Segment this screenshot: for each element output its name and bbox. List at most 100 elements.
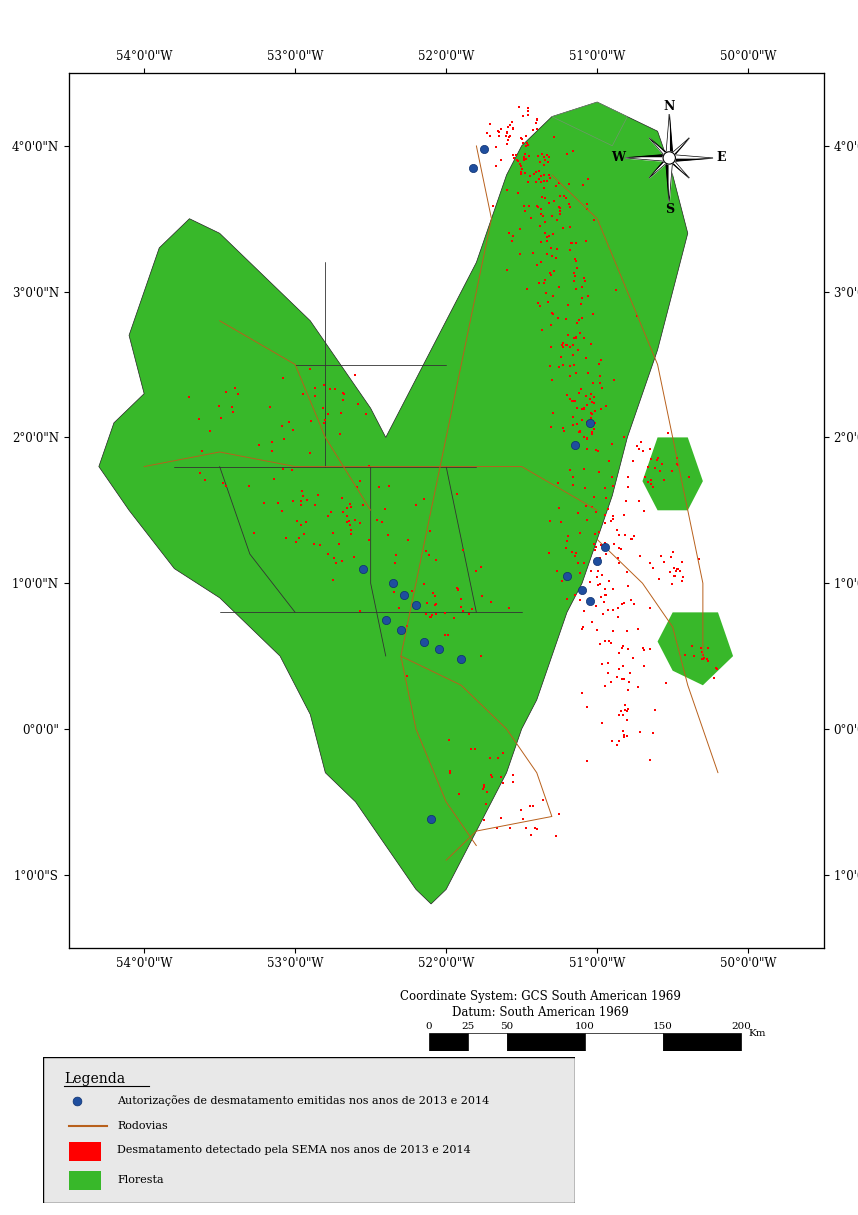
Point bbox=[600, 586, 613, 605]
Point bbox=[544, 238, 558, 258]
Point bbox=[576, 617, 589, 637]
Point bbox=[523, 165, 537, 185]
Point bbox=[556, 355, 570, 374]
Point bbox=[593, 366, 607, 385]
Point bbox=[584, 561, 598, 581]
Point bbox=[595, 399, 608, 418]
Point bbox=[500, 123, 514, 142]
Point bbox=[353, 601, 367, 621]
Point bbox=[674, 553, 688, 572]
Point bbox=[263, 397, 277, 417]
Point bbox=[344, 524, 358, 543]
Point bbox=[265, 433, 279, 452]
Point bbox=[666, 462, 680, 481]
Point bbox=[535, 321, 549, 340]
Point bbox=[568, 435, 582, 454]
Point bbox=[499, 126, 513, 146]
Point bbox=[456, 541, 470, 560]
Point bbox=[580, 429, 594, 448]
Point bbox=[606, 468, 619, 487]
Point bbox=[553, 277, 566, 296]
Point bbox=[212, 396, 226, 416]
Bar bbox=[507, 1033, 585, 1051]
Point bbox=[515, 129, 529, 148]
Point bbox=[613, 538, 626, 558]
Point bbox=[550, 210, 564, 230]
Point bbox=[569, 546, 583, 565]
Point bbox=[710, 660, 723, 679]
Point bbox=[546, 304, 559, 323]
Point bbox=[529, 255, 543, 275]
Point bbox=[512, 97, 526, 117]
Point bbox=[561, 526, 575, 546]
Point bbox=[619, 701, 633, 720]
Point bbox=[573, 524, 587, 543]
Point bbox=[665, 575, 679, 594]
Point bbox=[595, 654, 608, 673]
Point bbox=[626, 648, 640, 667]
Point bbox=[343, 515, 357, 535]
Point bbox=[506, 119, 520, 139]
Point bbox=[598, 578, 612, 598]
Point bbox=[538, 213, 552, 232]
Point bbox=[599, 396, 613, 416]
Point bbox=[467, 158, 480, 177]
Point bbox=[294, 496, 308, 515]
Point bbox=[570, 363, 583, 383]
Point bbox=[583, 572, 597, 592]
Point bbox=[524, 209, 538, 228]
Point bbox=[506, 773, 520, 792]
Point bbox=[644, 639, 657, 659]
Point bbox=[455, 649, 468, 668]
Point bbox=[451, 580, 465, 599]
Point bbox=[578, 479, 592, 498]
Point bbox=[182, 388, 196, 407]
Point bbox=[580, 697, 594, 717]
Point bbox=[620, 711, 634, 730]
Point bbox=[601, 652, 614, 672]
Point bbox=[564, 241, 577, 260]
Point bbox=[529, 111, 543, 130]
Point bbox=[464, 739, 478, 758]
Point bbox=[450, 578, 463, 598]
Point bbox=[585, 392, 599, 412]
Point bbox=[400, 666, 414, 685]
Polygon shape bbox=[99, 102, 688, 904]
Point bbox=[564, 198, 577, 217]
Point bbox=[519, 136, 533, 156]
Point bbox=[247, 522, 261, 542]
Point bbox=[532, 273, 546, 293]
Point bbox=[569, 328, 583, 347]
Point bbox=[489, 156, 503, 175]
Point bbox=[614, 701, 628, 720]
Point bbox=[324, 502, 338, 521]
Point bbox=[581, 169, 595, 188]
Point bbox=[622, 672, 636, 691]
Polygon shape bbox=[625, 158, 669, 162]
Point bbox=[676, 567, 690, 587]
Point bbox=[313, 535, 327, 554]
Point bbox=[429, 550, 443, 570]
Point bbox=[497, 742, 511, 762]
Point bbox=[484, 126, 498, 146]
Point bbox=[617, 505, 631, 525]
Point bbox=[637, 501, 650, 520]
Point bbox=[342, 510, 356, 530]
Point bbox=[563, 356, 577, 375]
Point bbox=[552, 357, 565, 377]
Point bbox=[526, 120, 540, 140]
Point bbox=[636, 441, 650, 460]
Point bbox=[634, 433, 648, 452]
Point bbox=[540, 231, 553, 250]
Point bbox=[573, 323, 587, 343]
Point bbox=[559, 310, 572, 329]
Point bbox=[575, 581, 589, 600]
Polygon shape bbox=[657, 612, 733, 685]
Point bbox=[382, 525, 396, 544]
Point bbox=[517, 149, 530, 169]
Point bbox=[563, 337, 577, 356]
Point bbox=[592, 354, 606, 373]
Point bbox=[420, 593, 434, 612]
Point bbox=[479, 795, 492, 814]
Point bbox=[584, 334, 598, 354]
